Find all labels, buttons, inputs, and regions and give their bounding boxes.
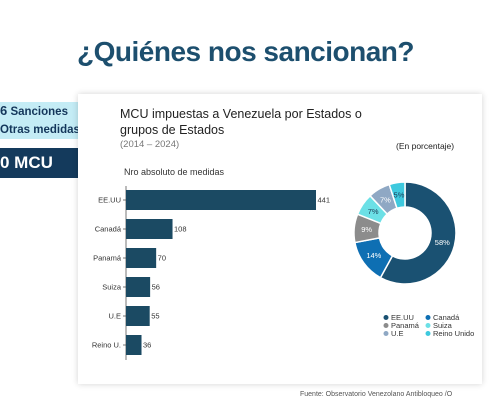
donut-value-label: 58% [435, 238, 450, 247]
bar [126, 277, 151, 297]
legend-swatch [383, 331, 389, 336]
bar-chart-title: MCU impuestas a Venezuela por Estados o … [120, 107, 362, 137]
stats-other-measures-label: Otras medidas [0, 124, 80, 136]
legend-label: Canadá [433, 313, 460, 322]
legend-swatch [425, 315, 431, 320]
bar-category-label: Reino U. [92, 341, 121, 350]
donut-chart-title: (En porcentaje) [396, 141, 455, 151]
stats-sanctions-number: 6 [0, 103, 8, 118]
donut-value-label: 7% [380, 195, 391, 204]
bar-value-label: 55 [151, 312, 159, 321]
donut-value-label: 14% [366, 251, 381, 260]
stats-sanctions-label: Sanciones [10, 106, 68, 118]
legend-swatch [383, 323, 389, 328]
legend-label: EE.UU [391, 313, 414, 322]
bar-category-label: EE.UU [98, 196, 121, 205]
bar [126, 219, 173, 239]
bar-value-label: 56 [152, 283, 160, 292]
bar-value-label: 441 [318, 196, 331, 205]
bar-category-label: Suiza [102, 283, 122, 292]
donut-value-label: 9% [361, 225, 372, 234]
bar [126, 248, 157, 268]
legend-swatch [425, 323, 431, 328]
bar [126, 335, 142, 355]
bar-value-label: 108 [174, 225, 187, 234]
donut-slice [379, 181, 457, 285]
bar-chart-axis-label: Nro absoluto de medidas [124, 167, 225, 177]
donut-slice [388, 181, 406, 210]
source-note: Fuente: Observatorio Venezolano Antibloq… [300, 391, 453, 398]
bar-value-label: 70 [158, 254, 166, 263]
legend-swatch [425, 331, 431, 336]
page-title: ¿Quiénes nos sancionan? [77, 36, 415, 67]
bar [126, 190, 316, 210]
bar-chart-subtitle: (2014 – 2024) [120, 139, 180, 150]
legend-label: Panamá [391, 321, 420, 330]
bar-category-label: Panamá [93, 254, 122, 263]
bar-category-label: Canadá [95, 225, 122, 234]
donut-value-label: 7% [368, 207, 379, 216]
stats-sanctions: 6 Sanciones [0, 102, 104, 121]
legend-label: U.E [391, 329, 404, 338]
legend-swatch [383, 315, 389, 320]
stats-other-measures: Otras medidas [0, 121, 104, 139]
bar-value-label: 36 [143, 341, 151, 350]
legend-label: Reino Unido [433, 329, 474, 338]
donut-value-label: 5% [394, 190, 405, 199]
bar-category-label: U.E [108, 312, 121, 321]
bar [126, 306, 150, 326]
legend-label: Suiza [433, 321, 453, 330]
